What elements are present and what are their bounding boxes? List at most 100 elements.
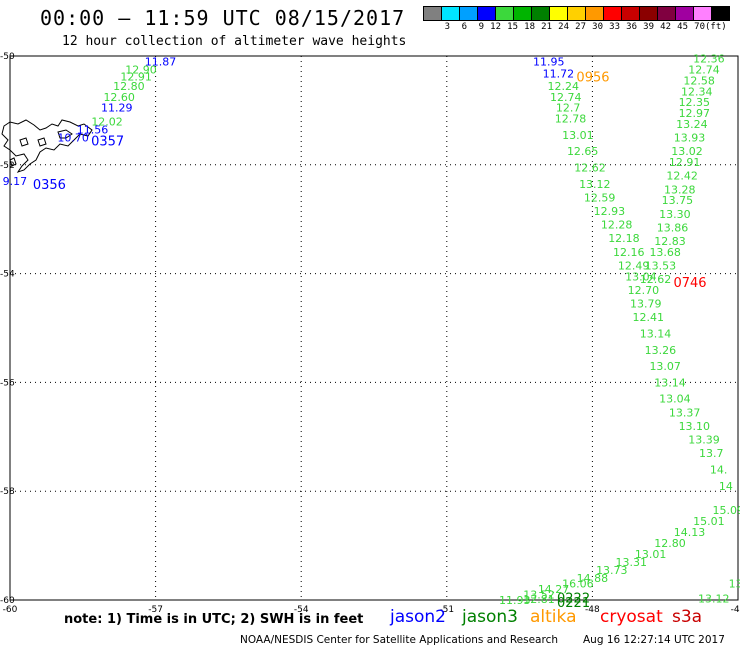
wave-height-value: 13.02 <box>671 145 703 158</box>
wave-height-value: 11.93 <box>499 594 531 607</box>
wave-height-value: 13.39 <box>688 434 720 447</box>
wave-height-value: 12.81 <box>523 593 555 606</box>
wave-height-value: 12.28 <box>601 219 633 232</box>
color-scale-label: 33 <box>609 22 620 32</box>
wave-height-value: 15.09 <box>713 504 740 517</box>
pass-time-label: 0956 <box>576 70 609 85</box>
color-scale-label: 15 <box>507 22 518 32</box>
color-scale-label: 18 <box>524 22 535 32</box>
wave-height-value: 12.91 <box>120 71 152 84</box>
wave-height-value: 13.01 <box>635 548 667 561</box>
color-scale-label: (ft) <box>705 22 727 32</box>
latitude-label: -60 <box>0 596 15 606</box>
latitude-label: -52 <box>0 161 15 171</box>
legend-item-jason2: jason2 <box>390 607 446 627</box>
wave-height-value: 12.41 <box>632 311 664 324</box>
wave-height-value: 12.80 <box>654 537 686 550</box>
wave-height-value: 12.91 <box>669 156 701 169</box>
wave-height-value: 13.68 <box>649 246 681 259</box>
wave-height-value: 13.7 <box>699 447 724 460</box>
wave-height-value: 12.35 <box>679 96 711 109</box>
color-scale-bar <box>423 6 730 21</box>
wave-height-value: 11.87 <box>145 55 177 68</box>
wave-height-value: 12.78 <box>555 113 587 126</box>
color-scale-label: 30 <box>592 22 603 32</box>
coastline-falkland-islands <box>1 119 93 173</box>
longitude-label: -48 <box>585 605 600 615</box>
wave-height-value: 13.93 <box>674 132 706 145</box>
wave-height-value: 12.62 <box>574 162 606 175</box>
wave-height-value: 15.01 <box>693 515 725 528</box>
wave-height-value: 13.30 <box>659 208 691 221</box>
wave-height-value: 13.07 <box>649 360 681 373</box>
latitude-label: -56 <box>0 378 15 388</box>
legend-item-altika: altika <box>530 607 577 627</box>
wave-height-value: 13.75 <box>662 194 694 207</box>
latitude-label: -58 <box>0 487 15 497</box>
wave-height-value: 14.88 <box>577 572 609 585</box>
wave-height-value: 12.83 <box>654 235 686 248</box>
color-scale-label: 27 <box>575 22 586 32</box>
wave-height-value: 16.06 <box>562 578 594 591</box>
map-grid <box>9 55 739 601</box>
wave-height-value: 13.28 <box>664 183 696 196</box>
wave-height-value: 9.17 <box>3 175 28 188</box>
pass-time-label: 0222 <box>557 592 590 607</box>
wave-height-value: 11.29 <box>101 102 133 115</box>
wave-height-value: 13.73 <box>596 564 628 577</box>
color-swatch <box>711 6 730 21</box>
wave-height-value: 13.52 <box>523 589 555 602</box>
wave-height-value: 12.70 <box>628 284 660 297</box>
color-scale-label: 39 <box>643 22 654 32</box>
color-scale-label: 45 <box>677 22 688 32</box>
wave-height-value: 12.80 <box>113 80 145 93</box>
longitude-label: -54 <box>294 605 309 615</box>
wave-height-value: 12.65 <box>567 145 599 158</box>
axis-labels: -50 -52 -54 -56 -58 -60-60 -57 -54 -51 -48 -45 <box>0 52 740 615</box>
pass-time-label: 0357 <box>91 135 124 150</box>
legend-item-jason3: jason3 <box>462 607 518 627</box>
wave-height-value: 12.02 <box>91 115 123 128</box>
wave-height-value: 12.62 <box>640 273 672 286</box>
color-scale-label: 6 <box>461 22 467 32</box>
wave-height-value: 12.24 <box>548 80 580 93</box>
color-scale-label: 9 <box>478 22 484 32</box>
wave-height-value: 12.90 <box>125 64 157 77</box>
wave-height-value: 12.93 <box>594 205 626 218</box>
wave-height-value: 12.34 <box>681 85 713 98</box>
wave-height-value: 11.72 <box>543 67 575 80</box>
generated-timestamp: Aug 16 12:27:14 UTC 2017 <box>583 634 725 646</box>
units-note: note: 1) Time is in UTC; 2) SWH is in fe… <box>64 612 364 627</box>
wave-height-value: 10.70 <box>57 132 89 145</box>
wave-height-value: 12.59 <box>584 191 616 204</box>
pass-time-label: 0746 <box>673 276 706 291</box>
pass-time-label: 0221 <box>557 596 590 611</box>
wave-height-value: 12.42 <box>666 170 698 183</box>
wave-height-value: 13 <box>729 578 740 591</box>
wave-height-value: 12.18 <box>608 232 640 245</box>
legend-item-s3a: s3a <box>672 607 703 627</box>
wave-height-value: 12.16 <box>613 246 645 259</box>
color-scale-label: 3 <box>444 22 450 32</box>
wave-height-value: 14 <box>719 480 733 493</box>
latitude-label: -54 <box>0 270 15 280</box>
wave-height-value: 13.53 <box>645 259 677 272</box>
color-scale-label: 24 <box>558 22 569 32</box>
longitude-label: -45 <box>731 605 740 615</box>
map-frame <box>9 55 739 601</box>
pass-time-label: 0356 <box>33 178 66 193</box>
wave-height-value: 12.60 <box>103 91 135 104</box>
map-subtitle: 12 hour collection of altimeter wave hei… <box>62 34 407 49</box>
wave-height-value: 13.04 <box>659 393 691 406</box>
longitude-label: -57 <box>148 605 163 615</box>
wave-height-value: 12.97 <box>679 107 711 120</box>
wave-height-value: 13.12 <box>698 592 730 605</box>
wave-height-value: 13.86 <box>657 221 689 234</box>
wave-height-value: 13.14 <box>654 376 686 389</box>
wave-height-value: 13.26 <box>645 344 677 357</box>
color-scale-label: 21 <box>541 22 552 32</box>
wave-height-value: 11.95 <box>533 55 565 68</box>
wave-height-value: 12.49 <box>618 259 650 272</box>
